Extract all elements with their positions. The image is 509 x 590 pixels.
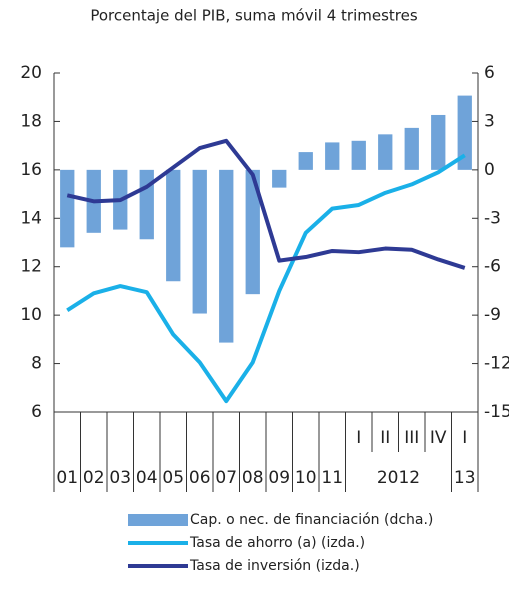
bar [325,142,340,170]
line [66,153,466,404]
y-tick-label: 20 [20,63,42,83]
bar [404,127,419,170]
x-tick-label: I [356,428,361,448]
legend-swatch [128,514,188,526]
bar [351,140,366,170]
line [66,138,466,270]
y-tick-label: 12 [20,257,42,277]
x-tick-label: 04 [136,468,158,488]
x-tick-label: 06 [189,468,211,488]
y2-tick-label: -15 [484,402,509,422]
bar [139,169,154,240]
bar [298,152,313,170]
bar [272,169,287,188]
x-tick-label: 02 [83,468,105,488]
x-group-label: 13 [454,468,476,488]
bar [245,169,260,295]
legend-label: Tasa de inversión (izda.) [189,558,360,574]
x-tick-label: 05 [162,468,184,488]
x-tick-label: III [404,428,419,448]
bar [192,169,207,314]
legend-label: Cap. o nec. de financiación (dcha.) [190,512,433,528]
y2-tick-label: -9 [484,305,501,325]
x-tick-label: I [462,428,467,448]
x-tick-label: 07 [215,468,237,488]
x-tick-label: 10 [295,468,317,488]
y-tick-label: 6 [31,402,42,422]
x-tick-label: 01 [56,468,78,488]
y2-tick-label: -3 [484,208,501,228]
y2-tick-label: -12 [484,354,509,374]
y2-tick-label: 3 [484,111,495,131]
y2-tick-label: 6 [484,63,495,83]
x-tick-label: IV [430,428,447,448]
x-tick-label: 03 [109,468,131,488]
y2-tick-label: -6 [484,257,501,277]
bar [457,95,472,170]
legend-label: Tasa de ahorro (a) (izda.) [189,535,365,551]
y-tick-label: 14 [20,208,42,228]
y2-tick-label: 0 [484,160,495,180]
bar [60,169,75,248]
x-tick-label: 08 [242,468,264,488]
bar [219,169,234,343]
y-tick-label: 10 [20,305,42,325]
bar [166,169,181,282]
y-tick-label: 18 [20,111,42,131]
x-tick-label: II [380,428,390,448]
y-tick-label: 8 [31,354,42,374]
bar [431,114,446,170]
x-tick-label: 09 [268,468,290,488]
chart-subtitle: Porcentaje del PIB, suma móvil 4 trimest… [90,7,418,25]
x-tick-label: 11 [321,468,343,488]
bar [378,134,393,170]
y-tick-label: 16 [20,160,42,180]
x-group-label: 2012 [377,468,420,488]
